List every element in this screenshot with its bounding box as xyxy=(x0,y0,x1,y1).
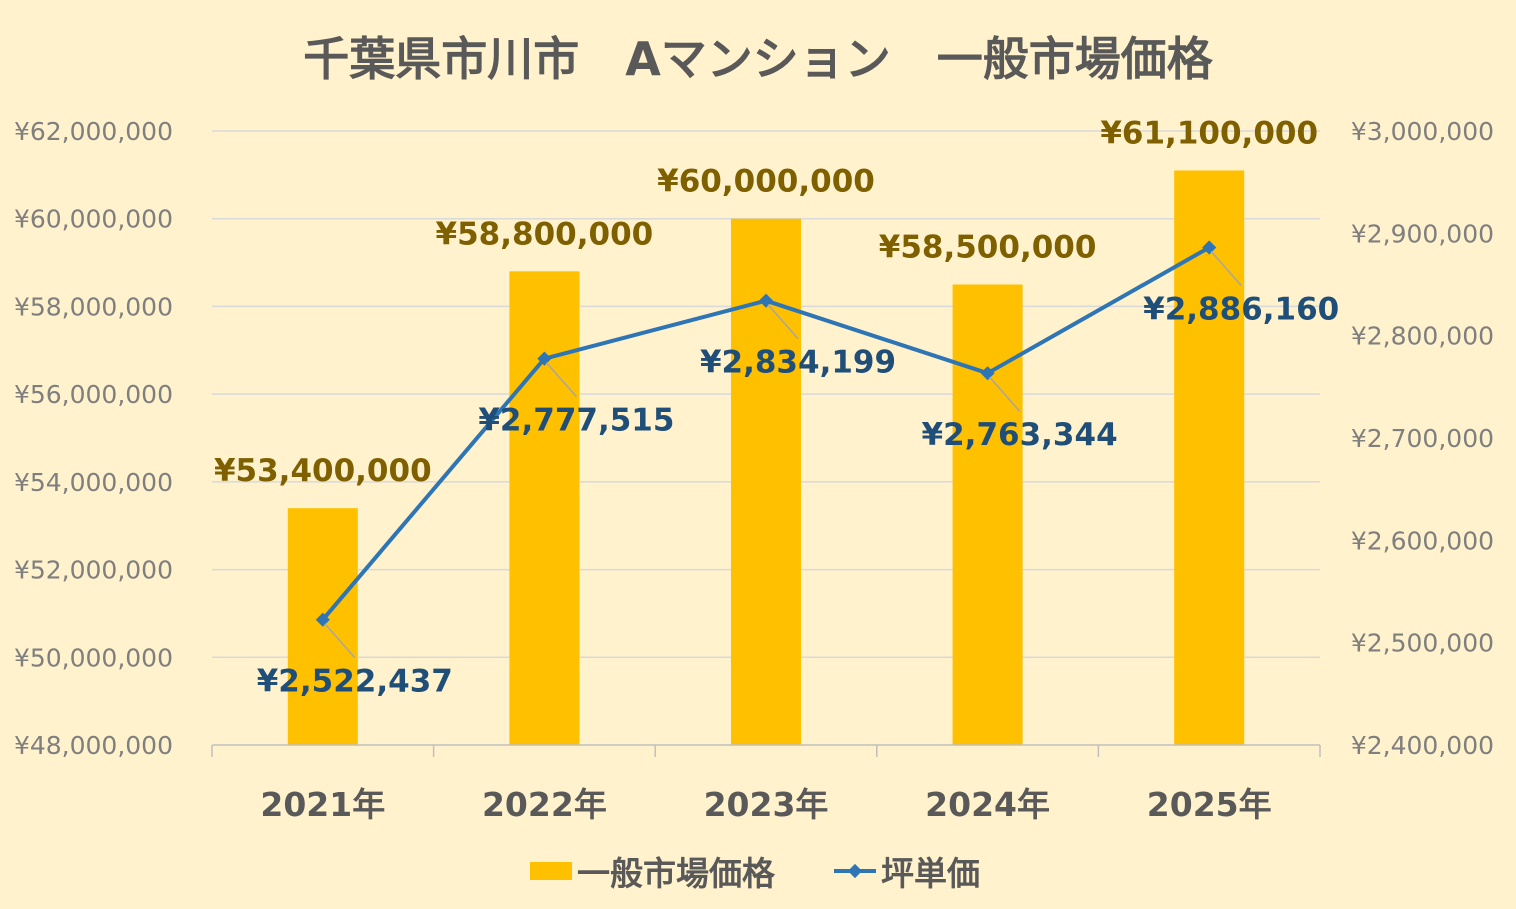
line-data-label: ¥2,522,437 xyxy=(257,664,453,700)
y-tick-left: ¥54,000,000 xyxy=(14,468,173,497)
y-tick-left: ¥58,000,000 xyxy=(14,292,173,321)
x-tick-label: 2021年 xyxy=(260,785,385,824)
y-axis-left: ¥48,000,000 ¥50,000,000 ¥52,000,000 ¥54,000… xyxy=(14,117,173,760)
legend-bar-swatch xyxy=(530,862,572,880)
bar xyxy=(952,284,1023,745)
legend: 一般市場価格 坪単価 xyxy=(530,854,980,893)
y-tick-right: ¥2,700,000 xyxy=(1351,424,1494,453)
bar-data-label: ¥61,100,000 xyxy=(1100,115,1318,151)
line-data-label: ¥2,834,199 xyxy=(700,345,896,381)
leader-line xyxy=(545,362,577,398)
y-tick-left: ¥52,000,000 xyxy=(14,556,173,585)
legend-bar-label: 一般市場価格 xyxy=(577,854,776,893)
y-tick-right: ¥2,800,000 xyxy=(1351,322,1494,351)
bar xyxy=(1174,170,1245,745)
y-tick-left: ¥56,000,000 xyxy=(14,380,173,409)
line-marker xyxy=(980,366,995,381)
leader-line xyxy=(1210,251,1242,286)
line-series xyxy=(315,240,1217,627)
bar-data-label: ¥58,500,000 xyxy=(879,230,1097,266)
line-marker xyxy=(537,351,552,366)
leader-line xyxy=(989,376,1021,412)
x-tick-label: 2022年 xyxy=(482,785,607,824)
bar xyxy=(509,271,580,745)
bar-data-label: ¥58,800,000 xyxy=(436,216,654,252)
line-data-label: ¥2,777,515 xyxy=(478,403,674,439)
legend-line-marker xyxy=(847,863,863,879)
line-data-label: ¥2,886,160 xyxy=(1143,291,1339,327)
y-tick-right: ¥3,000,000 xyxy=(1351,117,1494,146)
y-axis-right: ¥2,400,000 ¥2,500,000 ¥2,600,000 ¥2,700,000… xyxy=(1351,117,1494,760)
line-marker xyxy=(1202,240,1217,255)
x-tick-label: 2024年 xyxy=(925,785,1050,824)
bar-data-label: ¥60,000,000 xyxy=(657,164,875,200)
y-tick-left: ¥60,000,000 xyxy=(14,205,173,234)
y-tick-right: ¥2,900,000 xyxy=(1351,219,1494,248)
bar-data-label: ¥53,400,000 xyxy=(214,453,432,489)
bar-series xyxy=(287,170,1245,745)
y-tick-left: ¥50,000,000 xyxy=(14,643,173,672)
y-tick-right: ¥2,600,000 xyxy=(1351,526,1494,555)
line-marker xyxy=(758,293,774,308)
x-tick-label: 2023年 xyxy=(704,785,829,824)
leader-line xyxy=(324,623,356,659)
y-tick-left: ¥48,000,000 xyxy=(14,731,173,760)
x-tick-label: 2025年 xyxy=(1147,785,1272,824)
data-labels: ¥53,400,000 ¥58,800,000¥60,000,000¥58,500… xyxy=(214,115,1339,699)
y-tick-right: ¥2,400,000 xyxy=(1351,731,1494,760)
leader-line xyxy=(767,304,799,340)
line-data-label: ¥2,763,344 xyxy=(922,417,1118,453)
y-tick-left: ¥62,000,000 xyxy=(14,117,173,146)
chart-title: 千葉県市川市 Aマンション 一般市場価格 xyxy=(303,32,1214,86)
legend-line-label: 坪単価 xyxy=(881,854,980,893)
y-tick-right: ¥2,500,000 xyxy=(1351,629,1494,658)
line-marker xyxy=(315,612,330,627)
x-axis: 2021年 2022年 2023年 2024年 2025年 xyxy=(211,745,1321,824)
